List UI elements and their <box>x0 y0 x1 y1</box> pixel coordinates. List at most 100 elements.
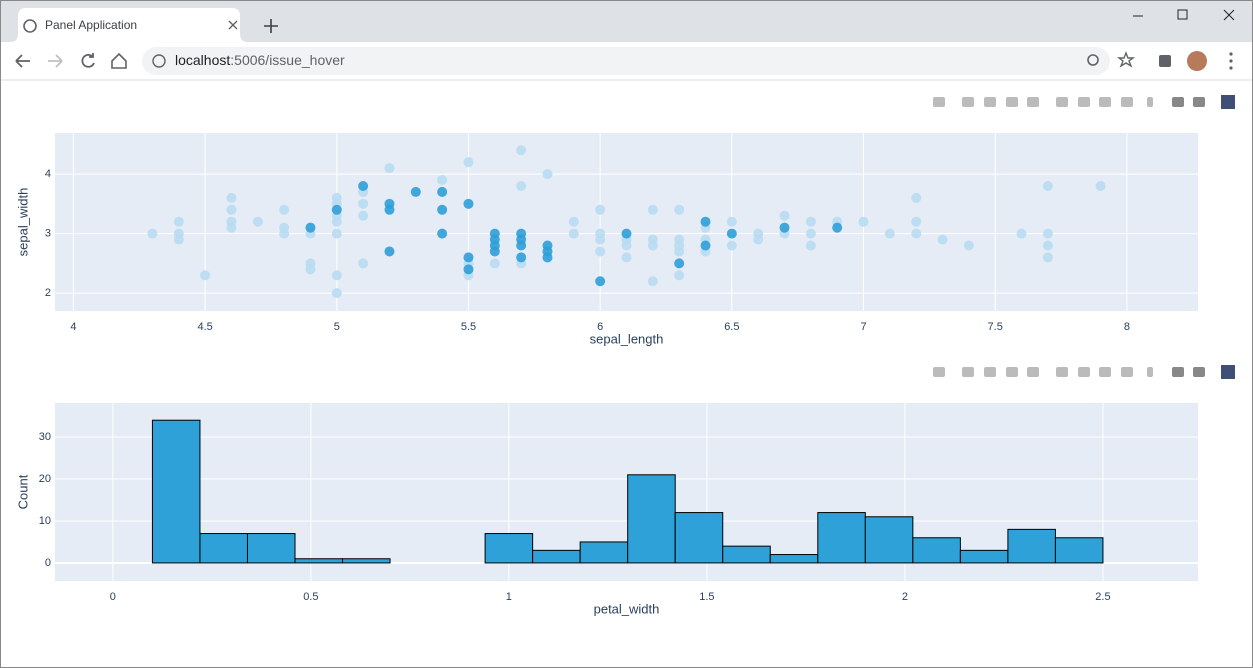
point <box>463 157 474 168</box>
point <box>1095 180 1106 191</box>
point <box>463 252 474 263</box>
point <box>279 204 290 215</box>
x-tick-label: 8 <box>1124 321 1130 333</box>
point <box>621 228 632 239</box>
y-tick-label: 30 <box>39 431 51 443</box>
tab-close[interactable] <box>228 20 238 30</box>
modebar-button[interactable] <box>1147 97 1153 107</box>
plotly-logo[interactable] <box>1221 95 1235 109</box>
bar <box>199 533 248 564</box>
y-tick-label: 10 <box>39 515 51 527</box>
url-path: :5006/issue_hover <box>230 52 345 68</box>
menu-dot[interactable] <box>1229 52 1233 56</box>
x-tick-label: 4.5 <box>197 321 212 333</box>
modebar-button[interactable] <box>1006 97 1018 107</box>
modebar-button[interactable] <box>1078 367 1090 377</box>
close-window[interactable] <box>1223 9 1235 21</box>
modebar-button[interactable] <box>1172 97 1184 107</box>
modebar-button[interactable] <box>933 97 945 107</box>
point <box>726 228 737 239</box>
modebar-button[interactable] <box>1099 367 1111 377</box>
menu-dot <box>1229 66 1233 70</box>
point <box>463 198 474 209</box>
y-axis-title: Count <box>15 474 30 509</box>
modebar-button[interactable] <box>1027 367 1039 377</box>
x-axis-title: sepal_length <box>590 331 664 346</box>
point <box>647 276 658 287</box>
modebar-button[interactable] <box>962 97 974 107</box>
modebar-button[interactable] <box>1078 97 1090 107</box>
point <box>911 192 922 203</box>
point <box>305 264 316 275</box>
modebar-button[interactable] <box>1193 97 1205 107</box>
y-tick-label: 3 <box>45 228 51 240</box>
modebar-button[interactable] <box>1099 97 1111 107</box>
point <box>279 228 290 239</box>
point <box>1042 240 1053 251</box>
point <box>674 204 685 215</box>
modebar-button[interactable] <box>962 367 974 377</box>
profile[interactable] <box>1187 51 1207 71</box>
bar <box>627 474 676 564</box>
point <box>331 204 342 215</box>
plotly-logo[interactable] <box>1221 365 1235 379</box>
modebar-button[interactable] <box>1147 367 1153 377</box>
modebar-button[interactable] <box>1121 367 1133 377</box>
bar <box>1054 537 1104 564</box>
back[interactable] <box>15 54 30 68</box>
point <box>805 240 816 251</box>
point <box>331 228 342 239</box>
x-tick-label: 6.5 <box>724 321 739 333</box>
bar <box>151 419 201 564</box>
reload[interactable] <box>81 53 95 68</box>
point <box>384 163 395 174</box>
point <box>226 192 237 203</box>
bar <box>579 541 629 564</box>
bar <box>722 545 771 564</box>
point <box>358 180 369 191</box>
point <box>173 234 184 245</box>
point <box>516 145 527 156</box>
address-bar[interactable] <box>142 47 1110 75</box>
modebar-button[interactable] <box>1193 367 1205 377</box>
point <box>779 222 790 233</box>
tab[interactable] <box>10 8 248 42</box>
menu-dot <box>1229 59 1233 63</box>
x-axis-title: petal_width <box>594 601 660 616</box>
modebar-button[interactable] <box>1056 97 1068 107</box>
point <box>700 216 711 227</box>
zoom-icon[interactable] <box>1087 54 1099 66</box>
extensions[interactable] <box>1159 55 1171 67</box>
modebar-button[interactable] <box>1121 97 1133 107</box>
modebar-button[interactable] <box>1172 367 1184 377</box>
point <box>805 216 816 227</box>
point <box>779 210 790 221</box>
bar <box>912 537 961 564</box>
point <box>437 175 448 186</box>
point <box>1016 228 1027 239</box>
modebar-button[interactable] <box>1027 97 1039 107</box>
tab-icon <box>23 19 37 33</box>
home[interactable] <box>111 52 127 69</box>
modebar-button[interactable] <box>1006 367 1018 377</box>
point <box>726 216 737 227</box>
modebar-button[interactable] <box>984 97 996 107</box>
modebar-button[interactable] <box>1056 367 1068 377</box>
point <box>173 216 184 227</box>
modebar-button[interactable] <box>933 367 945 377</box>
bar <box>342 558 391 564</box>
new-tab[interactable] <box>264 19 278 33</box>
modebar-button[interactable] <box>984 367 996 377</box>
point <box>384 246 395 257</box>
site-info[interactable] <box>152 54 166 68</box>
point <box>252 216 263 227</box>
y-axis-title: sepal_width <box>15 188 30 257</box>
bar <box>532 549 581 564</box>
point <box>595 204 606 215</box>
point <box>700 240 711 251</box>
y-tick-label: 2 <box>45 287 51 299</box>
bookmark[interactable] <box>1116 51 1136 68</box>
maximize[interactable] <box>1177 9 1188 20</box>
forward[interactable] <box>48 54 63 68</box>
